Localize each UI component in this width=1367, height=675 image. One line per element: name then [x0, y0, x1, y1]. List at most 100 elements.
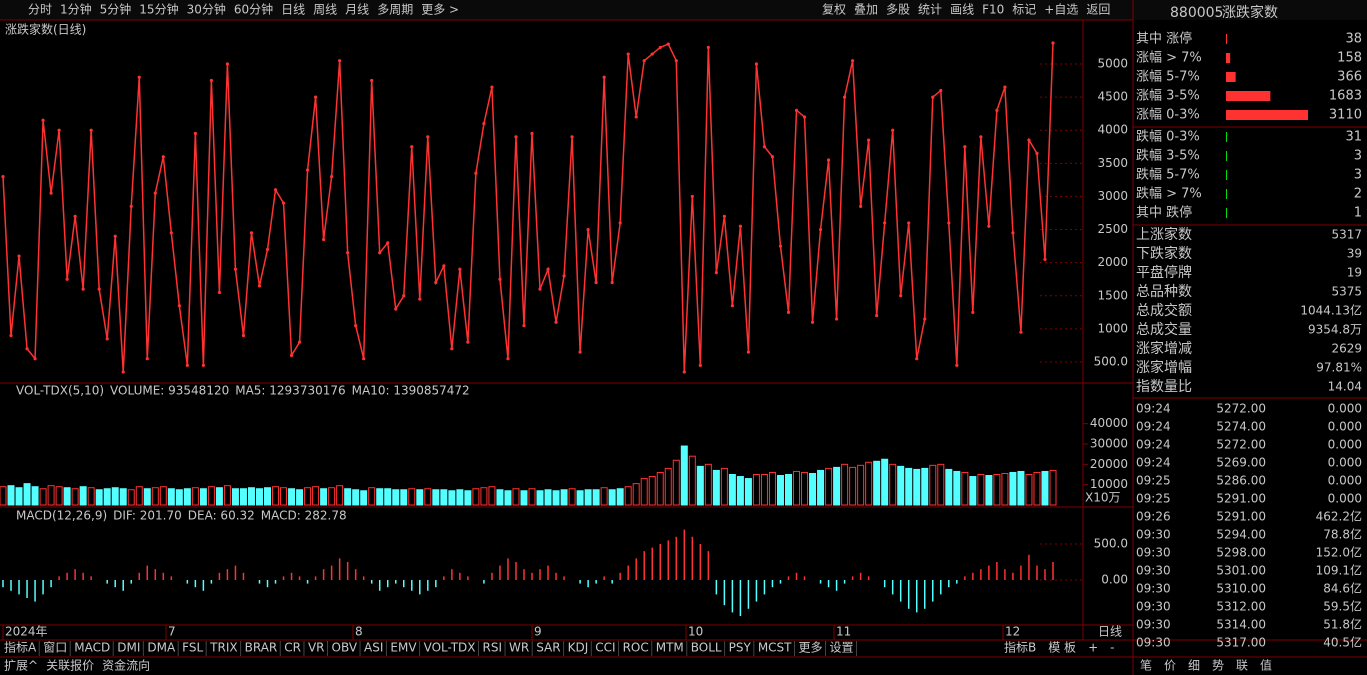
indicator-tab[interactable]: SAR [536, 641, 560, 655]
volume-bar [520, 490, 528, 506]
indicator-tab[interactable]: MCST [758, 641, 792, 655]
indicator-tab[interactable]: PSY [729, 641, 752, 655]
indicator-tab[interactable]: 指标A [4, 640, 37, 655]
toolbar-button[interactable]: 叠加 [854, 3, 878, 17]
indicator-tab[interactable]: RSI [483, 641, 503, 655]
indicator-tab[interactable]: 设置 [830, 641, 854, 655]
toolbar-button[interactable]: F10 [982, 3, 1004, 17]
toolbar-button[interactable]: +自选 [1044, 3, 1078, 17]
indicator-tab[interactable]: VR [308, 641, 325, 655]
point [522, 323, 526, 328]
tick-price: 5310.00 [1216, 582, 1266, 596]
volume-bar [881, 458, 889, 506]
indicator-tab[interactable]: MACD [74, 641, 110, 655]
point [810, 320, 815, 324]
indicator-tab[interactable]: + [1088, 641, 1098, 655]
point [987, 224, 991, 228]
indicator-tab[interactable]: 指标B [1004, 640, 1036, 655]
indicator-tab[interactable]: WR [509, 641, 529, 655]
volume-bar [616, 488, 624, 506]
volume-bar [95, 489, 103, 506]
tick-volume: 59.5亿 [1323, 599, 1362, 614]
bottom-tab[interactable]: 关联报价 [46, 658, 94, 673]
volume-bar [744, 478, 752, 506]
volume-bar [15, 487, 23, 506]
toolbar-button[interactable]: 统计 [918, 3, 942, 17]
volume-bar [825, 467, 833, 506]
toolbar-button[interactable]: 月线 [345, 3, 369, 17]
indicator-tab[interactable]: MTM [656, 641, 684, 655]
toolbar-button[interactable]: 多股 [886, 3, 910, 17]
indicator-tab[interactable]: - [1110, 641, 1114, 655]
volume-bar [865, 461, 873, 506]
indicator-tab[interactable]: DMA [147, 641, 176, 655]
indicator-tab[interactable]: ASI [364, 641, 383, 655]
side-tab[interactable]: 值 [1260, 658, 1272, 673]
toolbar-button[interactable]: 复权 [822, 3, 846, 17]
volume-bar [889, 463, 897, 506]
point [442, 264, 446, 268]
point [338, 59, 342, 63]
tick-time: 09:26 [1136, 510, 1171, 524]
indicator-tab[interactable]: 更多 [799, 641, 823, 655]
volume-bar [488, 486, 496, 506]
indicator-tab[interactable]: OBV [332, 641, 358, 655]
toolbar-button[interactable]: 60分钟 [234, 2, 273, 17]
toolbar-button[interactable]: 30分钟 [187, 2, 226, 17]
indicator-tab[interactable]: 模 板 [1048, 641, 1076, 655]
row-value: 2 [1354, 187, 1362, 202]
side-tab[interactable]: 细 [1188, 659, 1200, 673]
side-tab[interactable]: 势 [1212, 659, 1224, 673]
side-tab[interactable]: 联 [1236, 659, 1248, 673]
toolbar-button[interactable]: 周线 [313, 3, 337, 17]
indicator-tab[interactable]: EMV [390, 641, 417, 655]
toolbar-button[interactable]: 更多 > [421, 3, 459, 17]
volume-bar [103, 488, 111, 506]
point [626, 52, 630, 56]
volume-bar [704, 463, 712, 506]
toolbar-button[interactable]: 5分钟 [100, 2, 132, 17]
toolbar-button[interactable]: 日线 [281, 3, 305, 17]
volume-bar [199, 488, 207, 506]
toolbar-button[interactable]: 标记 [1012, 3, 1036, 17]
indicator-tab[interactable]: DMI [117, 641, 140, 655]
tick-price: 5298.00 [1216, 546, 1266, 560]
bottom-tab[interactable]: 扩展^ [4, 659, 38, 673]
indicator-tab[interactable]: VOL-TDX [424, 641, 476, 655]
indicator-tab[interactable]: CCI [595, 641, 615, 655]
volume-bar [921, 467, 929, 506]
toolbar-button[interactable]: 多周期 [377, 3, 413, 17]
volume-bar [1033, 471, 1041, 506]
toolbar-button[interactable]: 返回 [1086, 3, 1110, 17]
bottom-tab[interactable]: 资金流向 [102, 658, 150, 673]
toolbar-button[interactable]: 分时 [28, 3, 52, 17]
volume-bar [312, 486, 320, 506]
row-label: 跌幅 0-3% [1136, 129, 1200, 145]
point [434, 280, 438, 285]
side-tab[interactable]: 笔 [1140, 658, 1152, 673]
indicator-tab[interactable]: BOLL [691, 641, 722, 655]
indicator-tab[interactable]: TRIX [209, 641, 237, 655]
point [201, 363, 205, 367]
toolbar-button[interactable]: 画线 [950, 3, 974, 17]
row-value: 31 [1345, 130, 1362, 145]
point [418, 297, 422, 301]
tick-time: 09:24 [1136, 402, 1171, 416]
volume-bar [736, 476, 744, 506]
volume-bar [183, 488, 191, 506]
indicator-tab[interactable]: FSL [182, 641, 203, 655]
point [225, 62, 230, 66]
toolbar-button[interactable]: 15分钟 [139, 2, 178, 17]
toolbar-button[interactable]: 1分钟 [60, 2, 92, 17]
indicator-tab[interactable]: 窗口 [43, 641, 67, 655]
indicator-tab[interactable]: KDJ [568, 641, 589, 655]
indicator-tab[interactable]: ROC [623, 641, 649, 655]
indicator-tab[interactable]: BRAR [245, 641, 278, 655]
point [939, 88, 943, 93]
side-tab[interactable]: 价 [1164, 659, 1176, 673]
indicator-tab[interactable]: CR [284, 641, 301, 655]
point [794, 108, 799, 112]
volume-bar [272, 486, 280, 506]
point [931, 95, 935, 99]
point [177, 304, 181, 308]
